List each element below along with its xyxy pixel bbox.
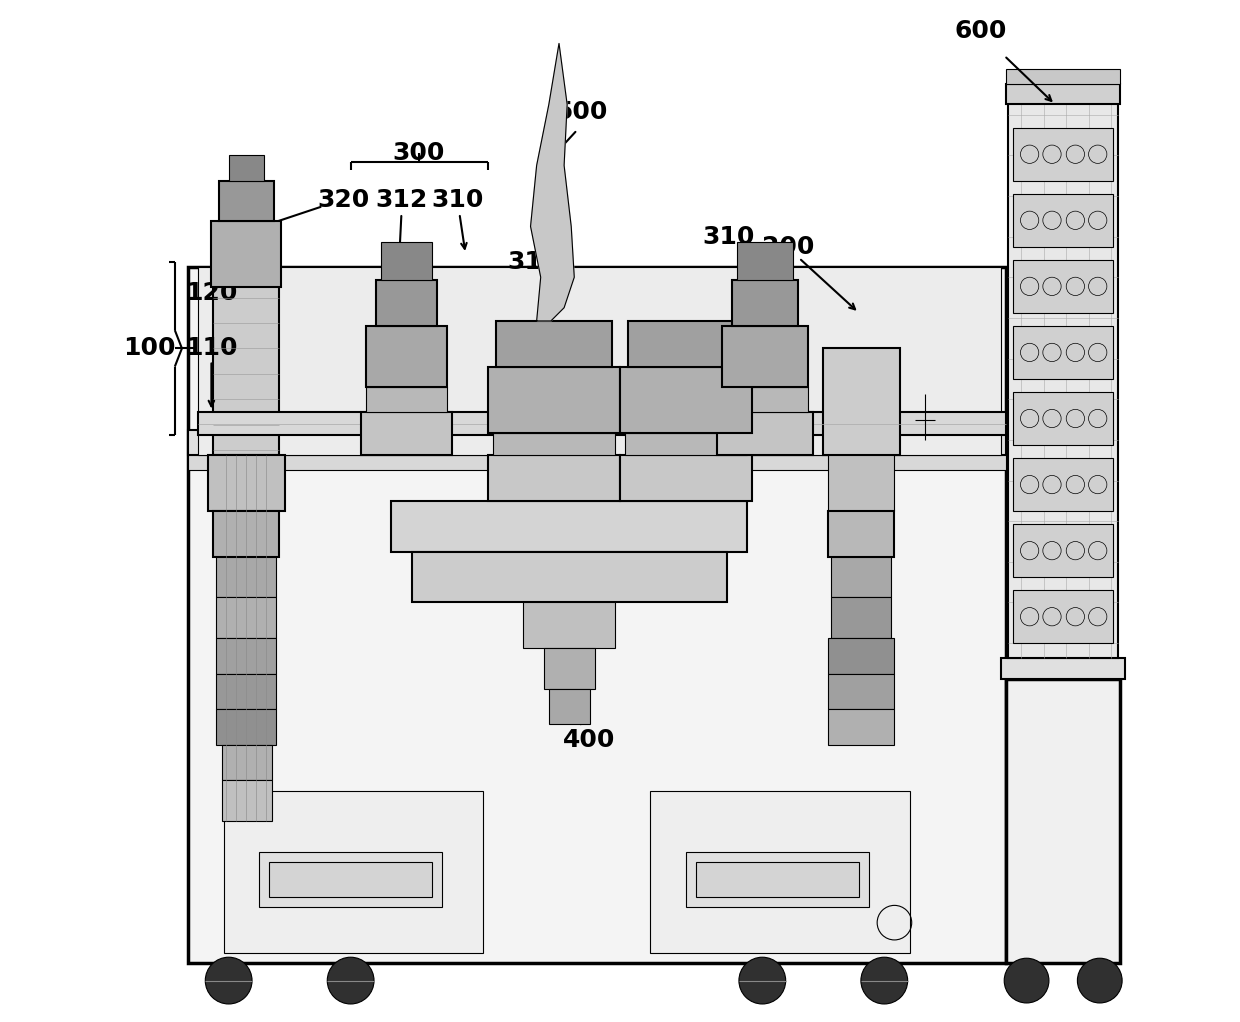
Bar: [629, 321, 744, 367]
Bar: [1013, 458, 1114, 511]
Bar: [1013, 326, 1114, 379]
Bar: [208, 455, 284, 511]
Bar: [828, 455, 894, 511]
Bar: [1006, 84, 1120, 104]
Text: 320: 320: [317, 188, 370, 212]
Text: 120: 120: [185, 281, 238, 306]
Text: 500: 500: [556, 99, 608, 124]
Bar: [217, 598, 277, 638]
Bar: [620, 455, 753, 501]
Bar: [651, 791, 910, 954]
Circle shape: [327, 958, 374, 1004]
Bar: [217, 638, 277, 673]
Circle shape: [1004, 959, 1049, 1003]
Bar: [392, 501, 746, 552]
Bar: [549, 689, 589, 725]
Text: 110: 110: [185, 336, 238, 361]
Bar: [1013, 260, 1114, 313]
Bar: [1013, 194, 1114, 246]
Bar: [717, 413, 813, 455]
Text: 310: 310: [432, 188, 484, 212]
Bar: [259, 851, 443, 908]
Bar: [523, 603, 615, 648]
Text: 600: 600: [955, 19, 1007, 43]
Bar: [222, 745, 273, 781]
Bar: [228, 155, 264, 181]
Bar: [828, 673, 894, 709]
Bar: [217, 557, 277, 598]
Bar: [832, 598, 892, 638]
Bar: [496, 321, 611, 367]
Bar: [1008, 89, 1118, 658]
Bar: [1013, 128, 1114, 181]
Bar: [198, 413, 1006, 434]
Bar: [722, 326, 808, 387]
Circle shape: [861, 958, 908, 1004]
Bar: [832, 557, 892, 598]
Text: 300: 300: [393, 141, 445, 166]
Bar: [213, 511, 279, 557]
Bar: [198, 267, 1001, 455]
Text: 100: 100: [123, 336, 176, 361]
Bar: [1013, 591, 1114, 643]
Bar: [487, 367, 620, 432]
Circle shape: [206, 958, 252, 1004]
Bar: [366, 387, 448, 413]
Bar: [213, 267, 279, 455]
Bar: [381, 241, 432, 280]
Bar: [732, 280, 797, 326]
Text: 312: 312: [376, 188, 428, 212]
Bar: [625, 432, 746, 455]
Bar: [1006, 679, 1120, 964]
Bar: [217, 709, 277, 745]
Polygon shape: [531, 44, 574, 321]
Text: 310: 310: [703, 225, 755, 248]
Bar: [222, 781, 273, 821]
Bar: [828, 511, 894, 557]
Bar: [188, 455, 1006, 470]
Bar: [366, 326, 448, 387]
Bar: [1013, 392, 1114, 445]
Text: 400: 400: [563, 728, 616, 752]
Bar: [823, 349, 899, 455]
Circle shape: [739, 958, 786, 1004]
Bar: [722, 387, 808, 413]
Bar: [487, 455, 620, 501]
Bar: [544, 648, 595, 689]
Bar: [1013, 524, 1114, 577]
Bar: [828, 638, 894, 673]
Bar: [412, 552, 727, 603]
Bar: [188, 429, 1006, 455]
Bar: [218, 181, 274, 222]
Bar: [620, 367, 753, 432]
Bar: [223, 791, 482, 954]
Bar: [1006, 68, 1120, 84]
Bar: [376, 280, 436, 326]
Bar: [1001, 658, 1125, 679]
Bar: [494, 432, 615, 455]
Circle shape: [1078, 959, 1122, 1003]
Bar: [188, 267, 1006, 964]
Bar: [737, 241, 792, 280]
Text: 310: 310: [507, 250, 559, 274]
Bar: [269, 862, 432, 897]
Bar: [361, 413, 453, 455]
Bar: [211, 222, 280, 287]
Bar: [217, 673, 277, 709]
Bar: [686, 851, 869, 908]
Bar: [696, 862, 859, 897]
Text: 200: 200: [761, 235, 813, 259]
Bar: [828, 709, 894, 745]
